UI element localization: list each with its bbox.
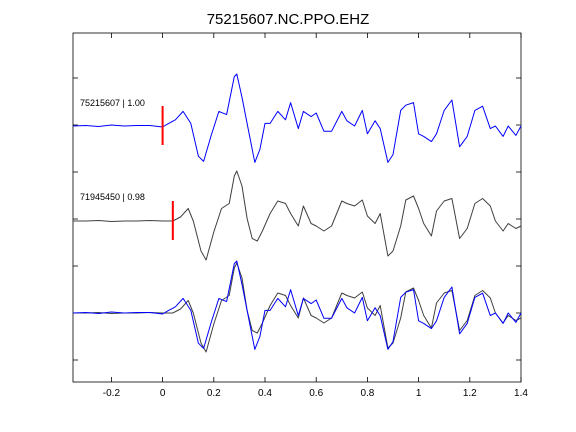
plot-frame xyxy=(72,32,522,383)
x-tick-label: 0.4 xyxy=(258,388,272,399)
x-tick-label: 0.8 xyxy=(360,388,374,399)
x-axis-tick-labels: -0.2 0 0.2 0.4 0.6 0.8 1 1.2 1.4 xyxy=(103,388,529,399)
x-tick-label: 0.2 xyxy=(207,388,221,399)
overlay-trace-2-line xyxy=(73,262,522,353)
trace-lines xyxy=(72,73,522,353)
overlay-trace-1-line xyxy=(72,260,522,350)
x-axis-ticks xyxy=(111,33,522,382)
trace-2-line xyxy=(73,170,522,261)
trace-label-2: 71945450 | 0.98 xyxy=(80,192,145,202)
x-tick-label: 1.2 xyxy=(463,388,477,399)
pick-markers xyxy=(161,106,174,240)
y-axis-ticks xyxy=(73,77,521,361)
x-tick-label: 1.4 xyxy=(514,388,528,399)
trace-label-1: 75215607 | 1.00 xyxy=(80,98,145,108)
x-tick-label: 0.6 xyxy=(309,388,323,399)
x-tick-label: 0 xyxy=(160,388,166,399)
chart-title: 75215607.NC.PPO.EHZ xyxy=(207,11,370,28)
trace-1-line xyxy=(72,73,522,163)
x-tick-label: 1 xyxy=(416,388,422,399)
x-tick-label: -0.2 xyxy=(103,388,121,399)
